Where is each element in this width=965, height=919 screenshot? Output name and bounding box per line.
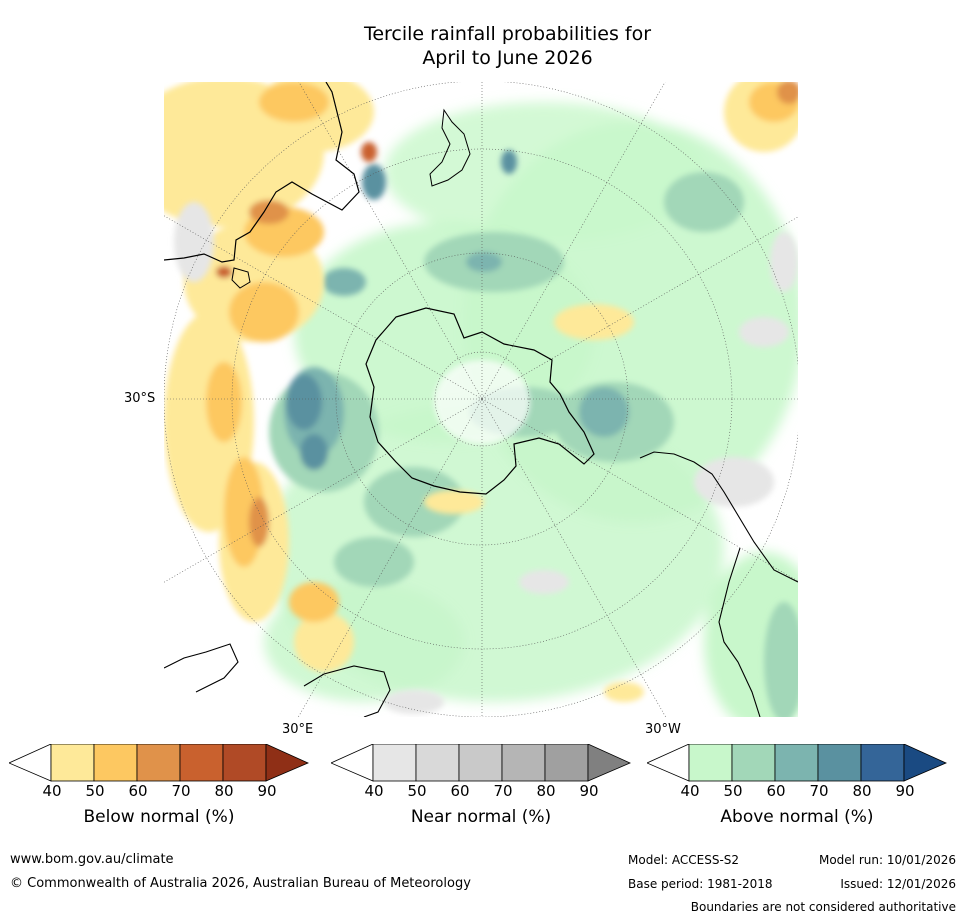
colorbar-below-normal (9, 744, 309, 782)
model-name: Model: ACCESS-S2 (628, 853, 740, 867)
colorbar-above-normal-swatches (647, 744, 947, 782)
copyright: © Commonwealth of Australia 2026, Austra… (10, 876, 471, 891)
cbar1-tick-50: 50 (407, 782, 427, 800)
cbar0-swatch-6 (265, 744, 309, 782)
graticule (164, 82, 798, 717)
cbar0-swatch-2 (93, 744, 138, 782)
cbar1-tick-90: 90 (579, 782, 599, 800)
cbar1-tick-80: 80 (536, 782, 556, 800)
title-line-1: Tercile rainfall probabilities for (363, 23, 652, 45)
tasmania-coastline (231, 267, 251, 289)
cbar0-swatch-0 (9, 744, 52, 782)
longitude-label-30e: 30°E (282, 722, 314, 737)
cbar0-swatch-5 (222, 744, 267, 782)
cbar0-swatch-1 (50, 744, 95, 782)
colorbar-near-normal (331, 744, 631, 782)
africa-coastline (164, 643, 391, 717)
cbar1-swatch-4 (501, 744, 546, 782)
cbar2-tick-50: 50 (723, 782, 743, 800)
cbar0-tick-50: 50 (85, 782, 105, 800)
australia-coastline (164, 82, 360, 263)
model-run-date: Model run: 10/01/2026 (818, 853, 956, 867)
cbar1-tick-40: 40 (364, 782, 384, 800)
polar-map-canvas (164, 82, 798, 717)
cbar1-swatch-1 (372, 744, 417, 782)
below-normal-field (164, 82, 798, 702)
colorbar-near-normal-swatches (331, 744, 631, 782)
cbar0-swatch-3 (136, 744, 181, 782)
map-title: Tercile rainfall probabilities for April… (300, 22, 715, 70)
cbar0-tick-80: 80 (214, 782, 234, 800)
cbar2-swatch-4 (817, 744, 862, 782)
cbar2-tick-70: 70 (809, 782, 829, 800)
cbar1-tick-70: 70 (493, 782, 513, 800)
cbar0-tick-40: 40 (42, 782, 62, 800)
issued-date: Issued: 12/01/2026 (840, 877, 956, 891)
south-america-coastline (639, 451, 798, 717)
cbar2-swatch-6 (903, 744, 947, 782)
colorbar-below-normal-label: Below normal (%) (83, 807, 235, 827)
cbar2-swatch-2 (731, 744, 776, 782)
bom-url[interactable]: www.bom.gov.au/climate (10, 852, 174, 867)
colorbar-below-normal-swatches (9, 744, 309, 782)
cbar2-swatch-0 (647, 744, 690, 782)
cbar1-swatch-5 (544, 744, 589, 782)
latitude-label-30s: 30°S (124, 391, 156, 406)
cbar2-swatch-1 (688, 744, 733, 782)
boundaries-disclaimer: Boundaries are not considered authoritat… (690, 900, 956, 914)
cbar2-tick-80: 80 (852, 782, 872, 800)
cbar0-tick-90: 90 (257, 782, 277, 800)
cbar2-swatch-5 (860, 744, 905, 782)
cbar2-tick-40: 40 (680, 782, 700, 800)
cbar0-tick-70: 70 (171, 782, 191, 800)
cbar1-swatch-6 (587, 744, 631, 782)
new-zealand-coastline (429, 108, 471, 187)
near-normal-field (174, 202, 798, 714)
antarctica-coastline (365, 307, 595, 495)
title-line-2: April to June 2026 (422, 47, 593, 69)
cbar1-swatch-3 (458, 744, 503, 782)
cbar1-swatch-2 (415, 744, 460, 782)
cbar1-tick-60: 60 (450, 782, 470, 800)
base-period: Base period: 1981-2018 (628, 877, 773, 891)
cbar2-tick-90: 90 (895, 782, 915, 800)
cbar1-swatch-0 (331, 744, 374, 782)
cbar0-tick-60: 60 (128, 782, 148, 800)
colorbar-above-normal (647, 744, 947, 782)
longitude-label-30w: 30°W (645, 722, 681, 737)
colorbar-near-normal-label: Near normal (%) (410, 807, 552, 827)
colorbar-above-normal-label: Above normal (%) (720, 807, 874, 827)
cbar2-tick-60: 60 (766, 782, 786, 800)
cbar0-swatch-4 (179, 744, 224, 782)
polar-map (164, 82, 798, 717)
cbar2-swatch-3 (774, 744, 819, 782)
